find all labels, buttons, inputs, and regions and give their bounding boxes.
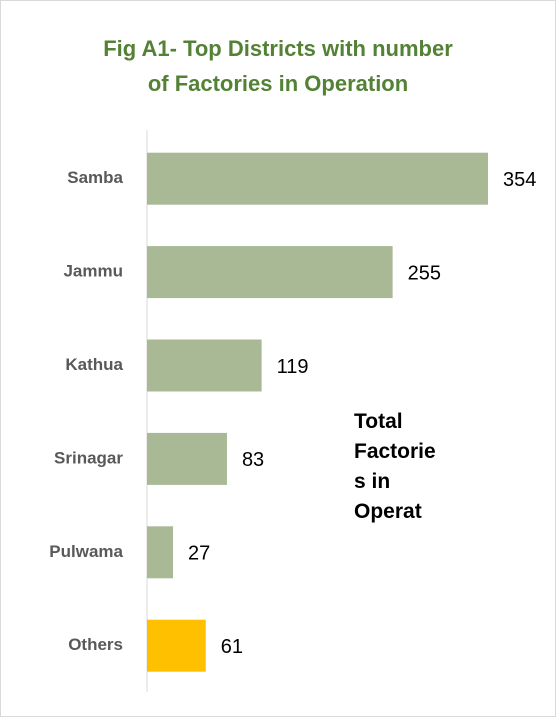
data-label: 61 <box>221 636 243 658</box>
data-label: 354 <box>503 169 536 191</box>
data-label: 119 <box>277 356 309 378</box>
y-tick-label: Others <box>68 635 123 654</box>
y-tick-label: Kathua <box>65 355 123 374</box>
y-tick-label: Jammu <box>63 262 123 281</box>
bar <box>147 526 174 579</box>
data-label: 83 <box>242 449 264 471</box>
legend-label: Total Factories in Operat <box>354 410 436 523</box>
chart-title: of Factories in Operation <box>148 71 408 96</box>
y-tick-label: Samba <box>67 168 123 187</box>
y-tick-label: Srinagar <box>54 448 123 467</box>
data-label: 255 <box>408 262 441 284</box>
y-tick-label: Pulwama <box>49 542 123 561</box>
bar <box>147 152 488 205</box>
bar <box>147 432 227 485</box>
data-label: 27 <box>188 543 210 565</box>
bar <box>147 339 262 392</box>
bar <box>147 619 206 672</box>
chart-title: Fig A1- Top Districts with number <box>103 36 453 61</box>
bar <box>147 246 393 299</box>
